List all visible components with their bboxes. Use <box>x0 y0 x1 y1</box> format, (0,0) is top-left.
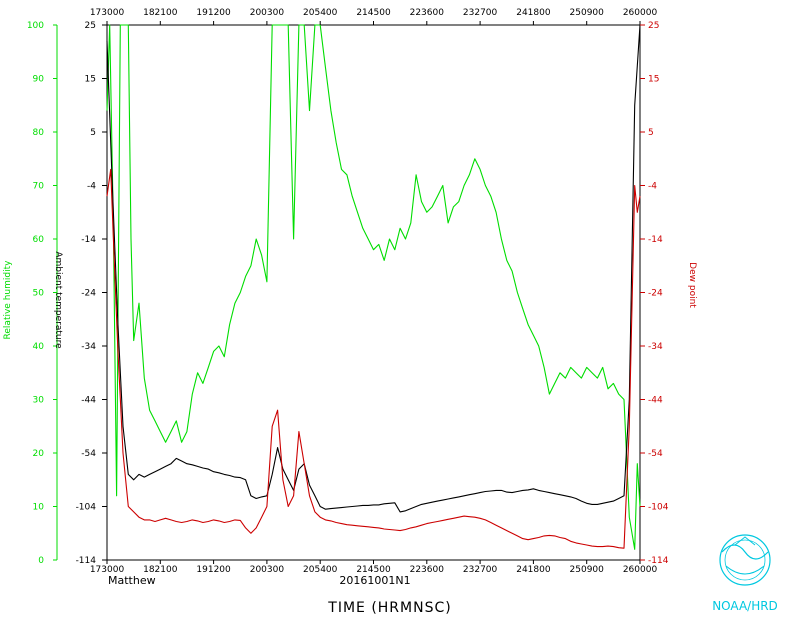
plot-frame <box>106 24 641 561</box>
rh-tick-label: 50 <box>33 289 45 299</box>
x-tick-label-top: 223600 <box>410 8 445 18</box>
temp-tick-label: -24 <box>81 289 96 299</box>
rh-tick-label: 100 <box>27 21 44 31</box>
temperature-series-line <box>106 24 641 513</box>
x-axis-title: TIME (HRMNSC) <box>327 600 451 616</box>
temp-tick-label: -104 <box>76 503 97 513</box>
dew-tick-label: 5 <box>648 128 654 138</box>
dew-tick-label: -34 <box>648 342 663 352</box>
dew-tick-label: -14 <box>648 235 663 245</box>
x-tick-label-top: 205400 <box>303 8 338 18</box>
x-tick-label-bottom: 241800 <box>516 565 551 575</box>
x-tick-label-top: 250900 <box>570 8 605 18</box>
rh-tick-label: 30 <box>33 396 45 406</box>
rh-tick-label: 40 <box>33 342 45 352</box>
dew-tick-label: -104 <box>648 503 669 513</box>
temp-tick-label: -54 <box>81 449 96 459</box>
noaa-hrd-label: NOAA/HRD <box>712 599 778 613</box>
rh-tick-label: 70 <box>33 182 45 192</box>
temp-tick-label: -14 <box>81 235 96 245</box>
dewpoint-series-line <box>106 168 641 549</box>
axes-layer: 1730001730001821001821001912001912002003… <box>27 8 669 575</box>
x-tick-label-top: 232700 <box>463 8 498 18</box>
rh-tick-label: 20 <box>33 449 45 459</box>
x-tick-label-bottom: 232700 <box>463 565 498 575</box>
x-tick-label-bottom: 191200 <box>196 565 231 575</box>
x-tick-label-bottom: 250900 <box>570 565 605 575</box>
dew-axis-label: Dew point <box>687 262 697 308</box>
x-tick-label-top: 260000 <box>623 8 658 18</box>
x-tick-label-top: 173000 <box>90 8 125 18</box>
dew-tick-label: 25 <box>648 21 659 31</box>
temp-tick-label: 25 <box>85 21 96 31</box>
temp-axis-label: Ambient temperature <box>53 251 63 349</box>
x-tick-label-top: 182100 <box>143 8 178 18</box>
rh-tick-label: 0 <box>38 556 44 566</box>
x-tick-label-bottom: 200300 <box>250 565 285 575</box>
temp-tick-label: -44 <box>81 396 96 406</box>
temp-tick-label: 5 <box>90 128 96 138</box>
rh-tick-label: 90 <box>33 75 45 85</box>
temp-tick-label: -4 <box>87 182 96 192</box>
dew-tick-label: -24 <box>648 289 663 299</box>
mission-id: 20161001N1 <box>339 574 410 587</box>
rh-tick-label: 10 <box>33 503 45 513</box>
dew-tick-label: -4 <box>648 182 657 192</box>
x-tick-label-bottom: 182100 <box>143 565 178 575</box>
dew-tick-label: 15 <box>648 75 659 85</box>
dew-tick-label: -54 <box>648 449 663 459</box>
storm-name: Matthew <box>108 574 156 587</box>
series-layer <box>106 24 641 550</box>
x-tick-label-top: 200300 <box>250 8 285 18</box>
dew-tick-label: -44 <box>648 396 663 406</box>
rh-axis-label: Relative humidity <box>3 260 13 340</box>
x-tick-label-bottom: 214500 <box>356 565 391 575</box>
temp-tick-label: 15 <box>85 75 96 85</box>
temp-tick-label: -34 <box>81 342 96 352</box>
x-tick-label-bottom: 173000 <box>90 565 125 575</box>
rh-tick-label: 60 <box>33 235 45 245</box>
dew-tick-label: -114 <box>648 556 669 566</box>
x-tick-label-top: 241800 <box>516 8 551 18</box>
rh-series-line <box>106 24 641 550</box>
x-tick-label-top: 191200 <box>196 8 231 18</box>
x-tick-label-bottom: 223600 <box>410 565 445 575</box>
x-tick-label-top: 214500 <box>356 8 391 18</box>
x-tick-label-bottom: 205400 <box>303 565 338 575</box>
noaa-logo <box>719 534 771 586</box>
temp-tick-label: -114 <box>76 556 97 566</box>
rh-tick-label: 80 <box>33 128 45 138</box>
x-tick-label-bottom: 260000 <box>623 565 658 575</box>
